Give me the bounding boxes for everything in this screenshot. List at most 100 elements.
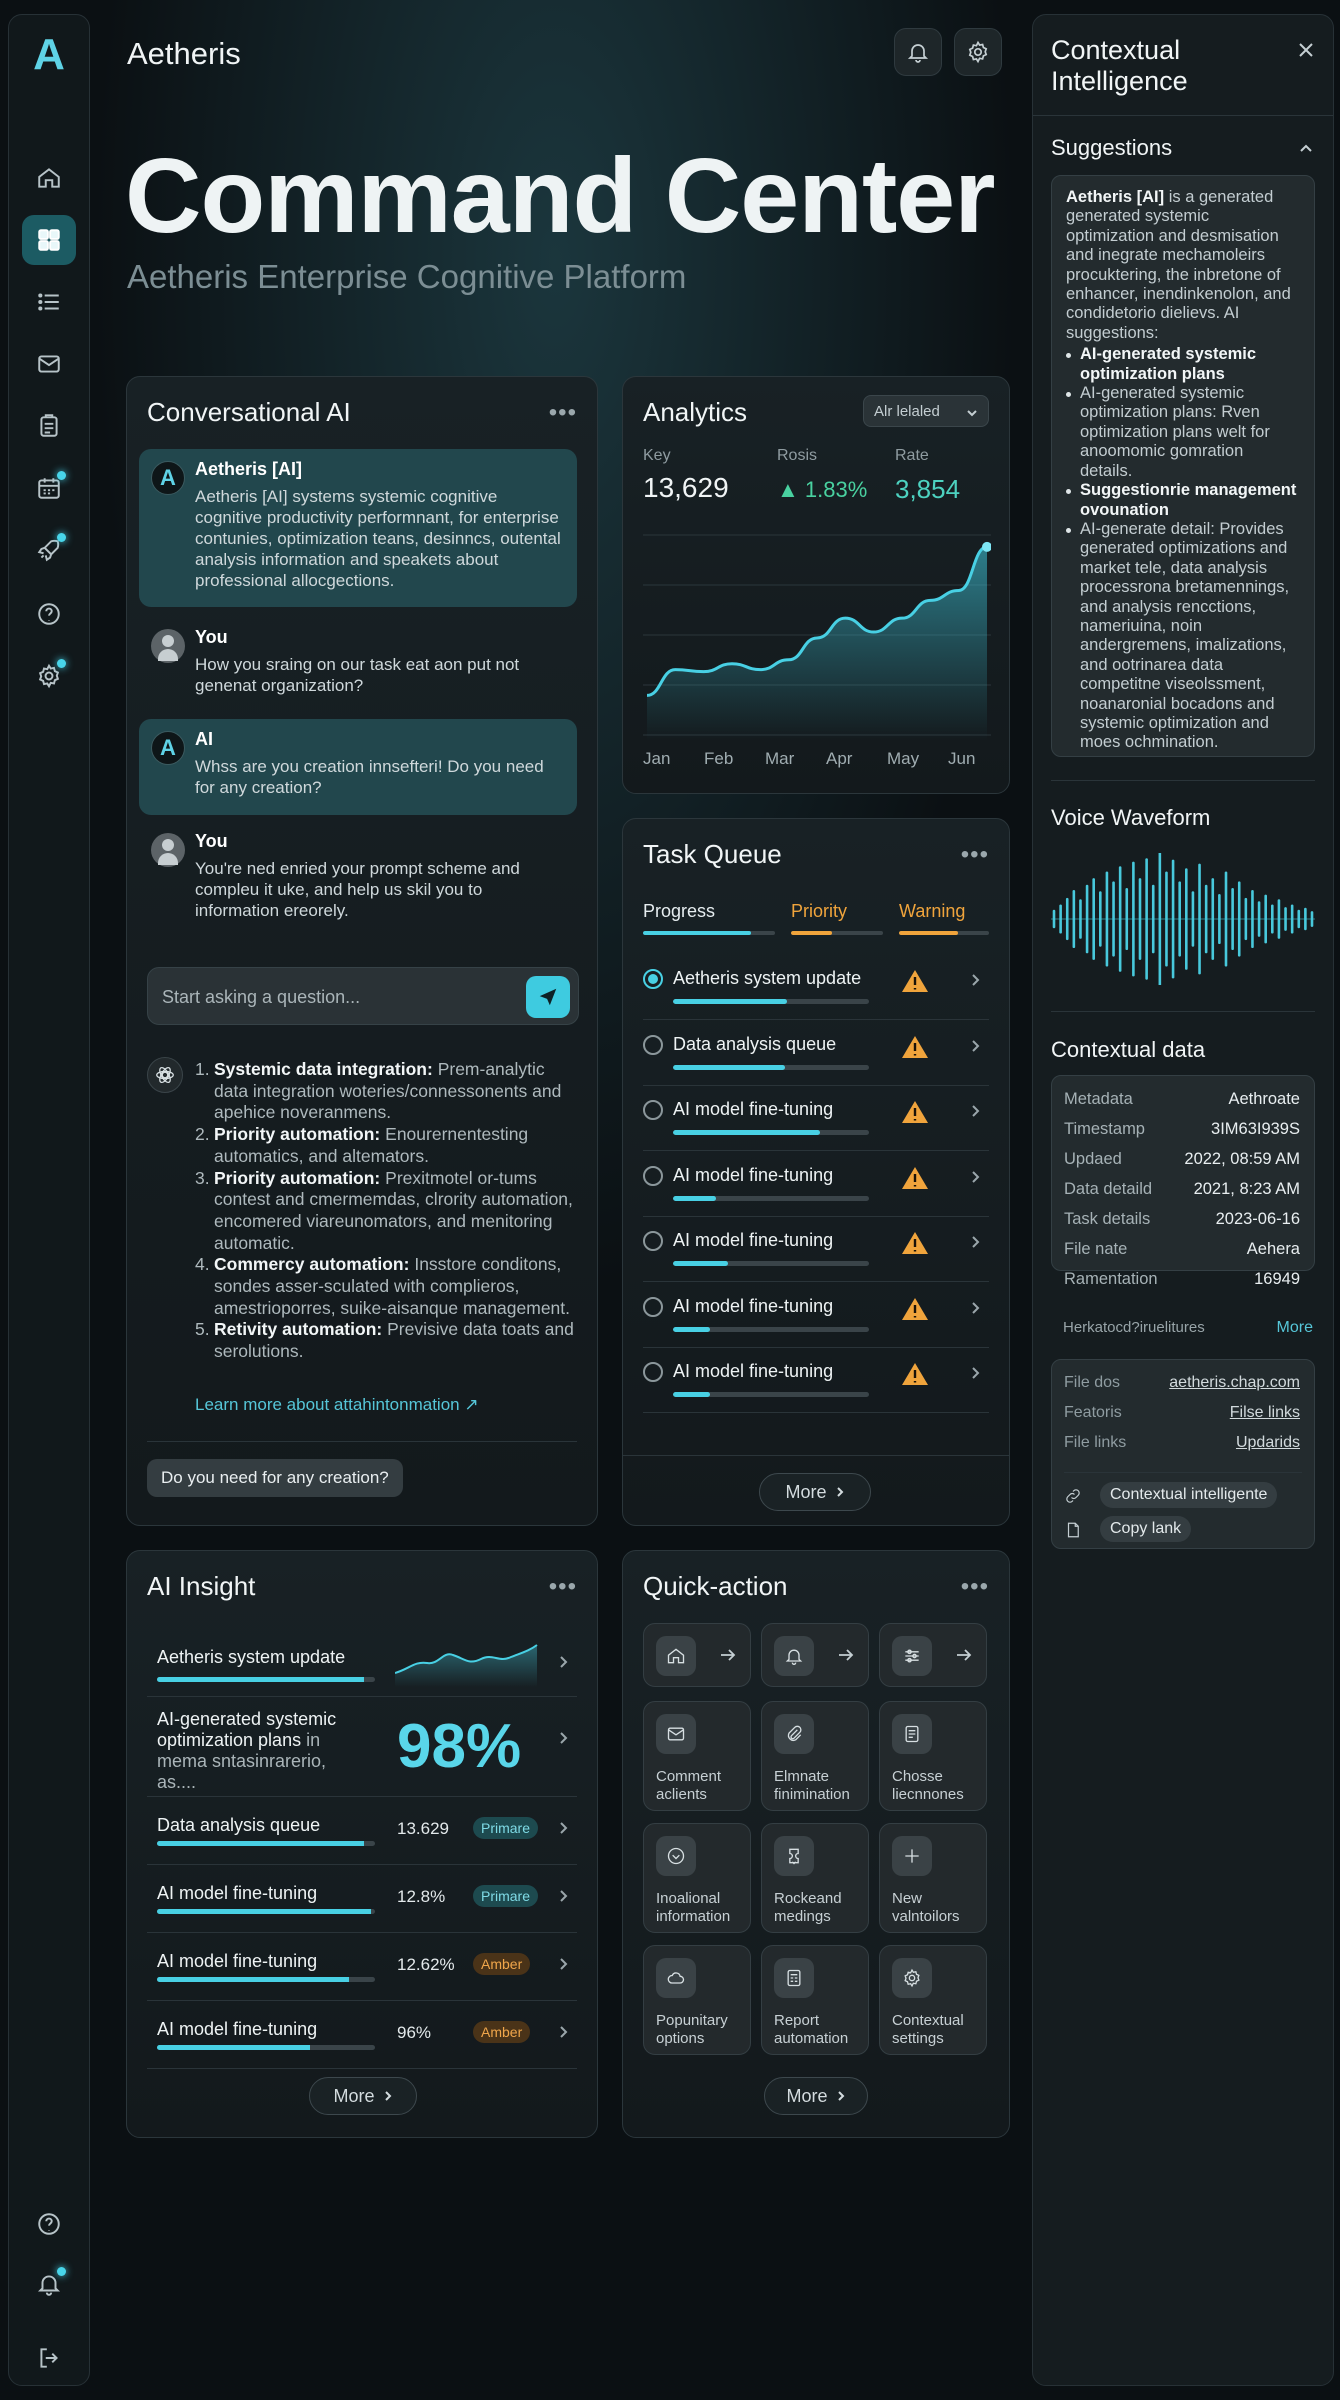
message-author: You [195,627,228,647]
quick-action-tile[interactable]: Popunitary options [643,1945,751,2055]
more-button[interactable]: More [764,2077,868,2115]
quick-action-tile[interactable]: Comment aclients [643,1701,751,1811]
analytics-card: Analytics Alr lelaled Key Rosis Rate 13,… [622,376,1010,794]
more-button[interactable]: More [309,2077,417,2115]
nav-item-help[interactable] [22,2199,76,2249]
context-chip[interactable]: Copy lank [1064,1516,1294,1544]
card-title: Analytics [643,397,748,427]
item-number: 5. [195,1319,210,1340]
task-row[interactable]: AI model fine-tuning [643,1152,989,1217]
nav-item-logout[interactable] [22,2333,76,2383]
logout-icon [40,2348,58,2368]
task-row[interactable]: Aetheris system update [643,955,989,1020]
quick-action-tile[interactable]: New valntoilors [879,1823,987,1933]
notifications-button[interactable] [894,28,942,76]
file-link[interactable]: Updarids [1235,1434,1300,1451]
chevron-right-icon[interactable] [969,1039,981,1053]
chevron-right-icon [837,2091,844,2101]
tile-label: Chosse liecnnones [892,1768,964,1803]
nav-item-bell[interactable] [22,2259,76,2309]
task-row[interactable]: AI model fine-tuning [643,1217,989,1282]
more-options-icon[interactable]: ••• [548,1573,577,1600]
chevron-right-icon[interactable] [557,1731,569,1745]
related-more-link[interactable]: More [1276,1319,1313,1336]
column-header[interactable]: Progress [643,901,716,921]
chevron-right-icon[interactable] [557,1889,569,1903]
insight-name: AI model fine-tuning [157,2019,318,2039]
send-button[interactable] [526,976,570,1018]
task-radio[interactable] [643,1034,663,1055]
tile-label: New valntoilors [892,1890,960,1925]
chevron-right-icon[interactable] [969,1235,981,1249]
column-header[interactable]: Warning [899,901,966,921]
task-radio[interactable] [643,1165,663,1186]
task-radio[interactable] [643,969,663,989]
message-text: Aetheris [AI] systems systemic cognitive… [195,487,561,590]
task-radio[interactable] [643,1296,663,1317]
quick-action-tile[interactable]: Chosse liecnnones [879,1701,987,1811]
quick-action-bell[interactable] [761,1623,869,1687]
cloud-icon [667,1972,685,1984]
nav-item-settings[interactable] [22,651,76,701]
task-radio[interactable] [643,1231,663,1251]
ai-insight-card: AI Insight ••• Aetheris system update AI… [126,1550,598,2138]
nav-item-mail[interactable] [22,339,76,389]
nav-item-list[interactable] [22,277,76,327]
task-row[interactable]: Data analysis queue [643,1021,989,1086]
settings-button[interactable] [954,28,1002,76]
quick-action-tile[interactable]: Rockeand medings [761,1823,869,1933]
suggestion-bullet: Suggestionrie management ovounation [1066,481,1300,520]
task-radio[interactable] [643,1362,663,1382]
insight-row[interactable]: Aetheris system update [147,1631,577,1697]
item-number: 3. [195,1167,210,1188]
chevron-right-icon[interactable] [969,1104,981,1118]
file-link[interactable]: aetheris.chap.com [1169,1374,1300,1391]
nav-item-home[interactable] [22,153,76,203]
quick-action-tile[interactable]: Report automation [761,1945,869,2055]
chat-input[interactable] [162,982,502,1012]
task-row[interactable]: AI model fine-tuning [643,1283,989,1348]
column-header[interactable]: Priority [791,901,848,921]
chevron-right-icon[interactable] [557,1655,569,1669]
nav-item-clipboard[interactable] [22,401,76,451]
more-options-icon[interactable]: ••• [960,1573,989,1600]
insight-row[interactable]: AI model fine-tuning 12.62% Amber [147,1933,577,2001]
task-radio[interactable] [643,1100,663,1120]
quick-question-chip[interactable]: Do you need for any creation? [147,1459,403,1497]
chevron-right-icon[interactable] [969,1366,981,1380]
task-row[interactable]: AI model fine-tuning [643,1348,989,1413]
more-options-icon[interactable]: ••• [548,399,577,426]
insight-big-value: 98% [397,1712,522,1781]
quick-action-home[interactable] [643,1623,751,1687]
range-select[interactable]: Alr lelaled [863,395,989,427]
chevron-right-icon[interactable] [969,973,981,987]
user-avatar [151,833,185,867]
bell-icon [907,44,929,63]
insight-row[interactable]: AI-generated systemic optimization plans… [147,1697,577,1797]
nav-item-dashboard[interactable] [22,215,76,265]
nav-item-rocket[interactable] [22,525,76,575]
context-chip[interactable]: Contextual intelligente [1064,1482,1294,1510]
file-link[interactable]: Filse links [1229,1404,1300,1421]
insight-row[interactable]: AI model fine-tuning 96% Amber [147,2001,577,2069]
contextual-intelligence-panel: Contextual Intelligence Suggestions Aeth… [1032,14,1334,2386]
chevron-up-icon[interactable] [1297,139,1315,157]
chevron-right-icon[interactable] [557,1821,569,1835]
quick-action-tile[interactable]: Elmnate finimination [761,1701,869,1811]
task-row[interactable]: AI model fine-tuning [643,1086,989,1151]
quick-action-tile[interactable]: Inoalional information [643,1823,751,1933]
chevron-right-icon[interactable] [969,1301,981,1315]
nav-item-calendar[interactable] [22,463,76,513]
more-button[interactable]: More [759,1473,871,1511]
chevron-right-icon[interactable] [557,2025,569,2039]
learn-more-link[interactable]: Learn more about attahintonmation ↗ [195,1395,479,1414]
insight-row[interactable]: AI model fine-tuning 12.8% Primare [147,1865,577,1933]
chevron-right-icon[interactable] [557,1957,569,1971]
close-icon[interactable] [1297,41,1315,59]
chevron-right-icon[interactable] [969,1170,981,1184]
quick-action-sliders[interactable] [879,1623,987,1687]
quick-action-tile[interactable]: Contextual settings [879,1945,987,2055]
insight-row[interactable]: Data analysis queue 13.629 Primare [147,1797,577,1865]
more-options-icon[interactable]: ••• [960,841,989,868]
nav-item-help[interactable] [22,589,76,639]
